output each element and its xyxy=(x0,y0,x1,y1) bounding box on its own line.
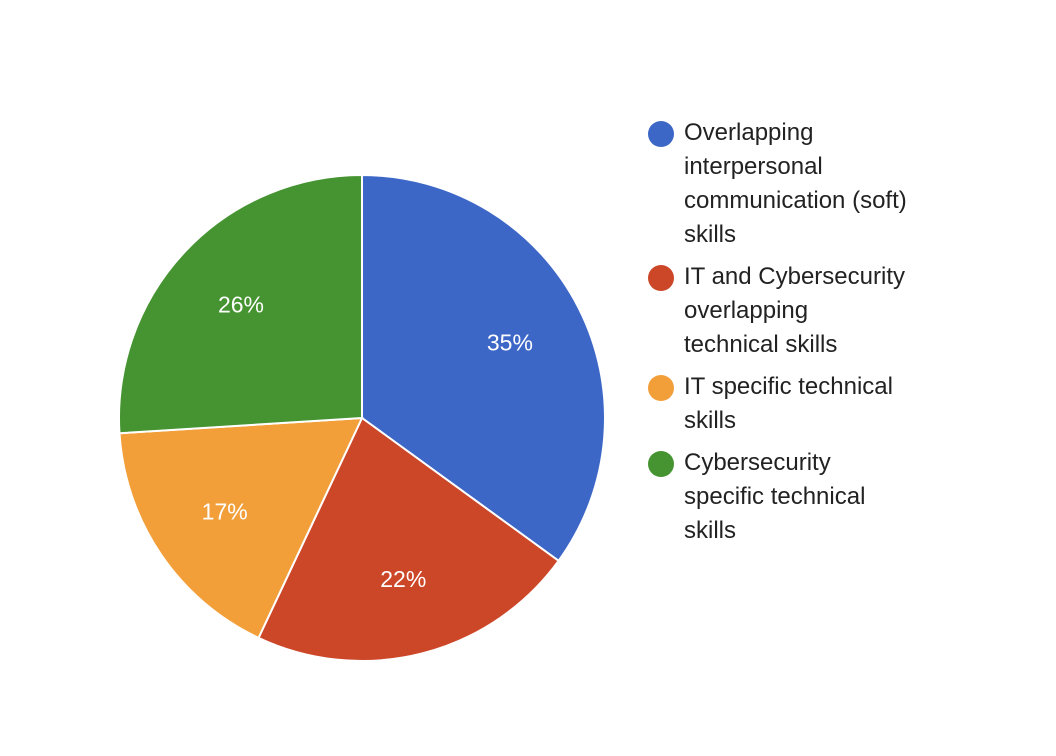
legend-item-it-specific[interactable]: IT specific technical skills xyxy=(648,370,908,438)
pie-slice-3[interactable] xyxy=(118,173,363,435)
legend-item-overlapping-technical[interactable]: IT and Cybersecurity overlapping technic… xyxy=(648,260,908,362)
legend-swatch-blue xyxy=(648,121,674,147)
legend-label: IT and Cybersecurity overlapping technic… xyxy=(684,263,905,358)
legend-label: Cybersecurity specific technical skills xyxy=(684,449,866,544)
pie-slice-labels: 35% 22% 17% 26% xyxy=(202,291,533,591)
legend-swatch-red xyxy=(648,265,674,291)
legend-item-cyber-specific[interactable]: Cybersecurity specific technical skills xyxy=(648,446,908,548)
pie-slice-0[interactable] xyxy=(361,173,606,563)
legend-label: Overlapping interpersonal communication … xyxy=(684,119,907,248)
pie-slice-label-1: 22% xyxy=(380,566,426,592)
legend-swatch-orange xyxy=(648,375,674,401)
legend-label: IT specific technical skills xyxy=(684,373,893,434)
pie-slice-label-0: 35% xyxy=(487,330,533,356)
pie-slices xyxy=(118,173,606,662)
legend-item-soft-skills[interactable]: Overlapping interpersonal communication … xyxy=(648,116,908,252)
pie-slice-2[interactable] xyxy=(118,416,364,640)
legend: Overlapping interpersonal communication … xyxy=(648,116,908,556)
pie-slice-label-2: 17% xyxy=(202,498,248,524)
legend-swatch-green xyxy=(648,451,674,477)
pie-slice-label-3: 26% xyxy=(218,291,264,317)
